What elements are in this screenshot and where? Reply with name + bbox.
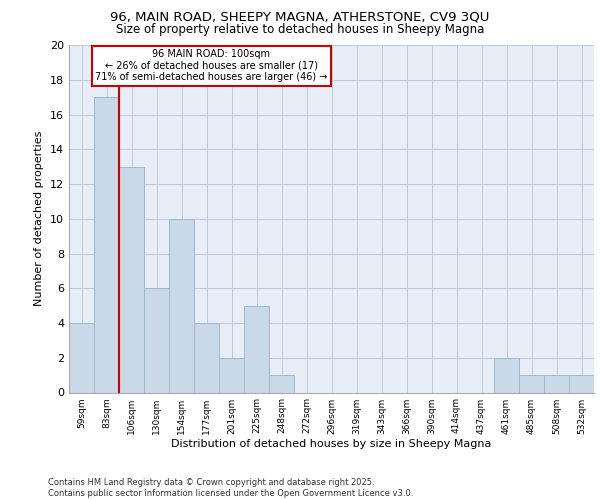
Y-axis label: Number of detached properties: Number of detached properties <box>34 131 44 306</box>
Bar <box>94 97 119 392</box>
Bar <box>219 358 244 392</box>
Bar <box>544 375 569 392</box>
Text: Contains HM Land Registry data © Crown copyright and database right 2025.
Contai: Contains HM Land Registry data © Crown c… <box>48 478 413 498</box>
Text: 96, MAIN ROAD, SHEEPY MAGNA, ATHERSTONE, CV9 3QU: 96, MAIN ROAD, SHEEPY MAGNA, ATHERSTONE,… <box>110 11 490 24</box>
Text: Size of property relative to detached houses in Sheepy Magna: Size of property relative to detached ho… <box>116 22 484 36</box>
Bar <box>144 288 169 393</box>
Text: 96 MAIN ROAD: 100sqm
← 26% of detached houses are smaller (17)
71% of semi-detac: 96 MAIN ROAD: 100sqm ← 26% of detached h… <box>95 50 328 82</box>
Bar <box>169 219 194 392</box>
Bar <box>119 166 144 392</box>
Bar <box>494 358 519 392</box>
Bar <box>519 375 544 392</box>
Bar <box>244 306 269 392</box>
Bar <box>269 375 294 392</box>
Bar <box>194 323 219 392</box>
Bar <box>69 323 94 392</box>
X-axis label: Distribution of detached houses by size in Sheepy Magna: Distribution of detached houses by size … <box>172 440 491 450</box>
Bar <box>569 375 594 392</box>
